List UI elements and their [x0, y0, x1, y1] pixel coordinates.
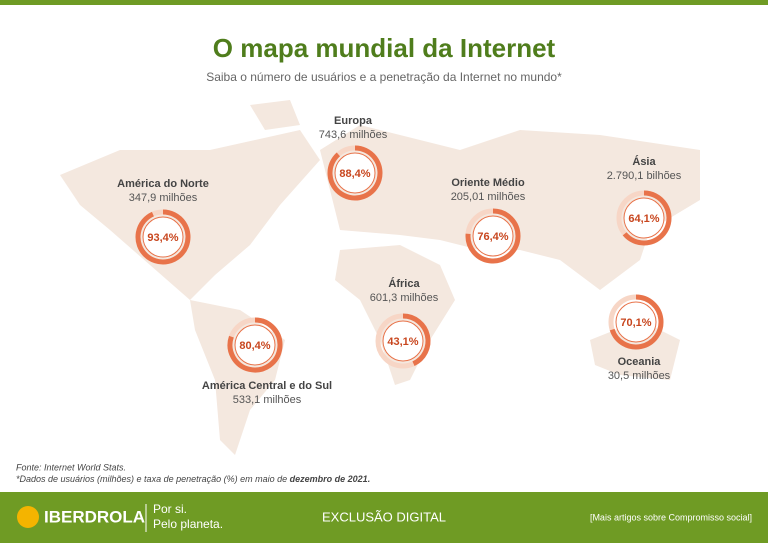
donut-inner — [142, 216, 184, 258]
penetration-label: 88,4% — [339, 168, 370, 180]
detail-text: *Dados de usuários (milhões) e taxa de p… — [16, 474, 287, 484]
penetration-label: 64,1% — [628, 213, 659, 225]
world-map — [60, 100, 700, 455]
region-users: 30,5 milhões — [608, 370, 671, 382]
slogan-2: Pelo planeta. — [153, 517, 223, 531]
donut-arc — [402, 313, 431, 366]
donut-inner — [234, 324, 276, 366]
region-users: 205,01 milhões — [451, 191, 526, 203]
more-link[interactable]: [Mais artigos sobre Compromisso social] — [590, 512, 752, 522]
region-name: América Central e do Sul — [202, 380, 332, 392]
region-name: Europa — [334, 115, 373, 127]
brand: IBERDROLA — [44, 507, 145, 526]
region-name: Ásia — [632, 155, 656, 168]
region-users: 533,1 milhões — [233, 394, 302, 406]
donut-inner — [623, 197, 665, 239]
region-users: 601,3 milhões — [370, 292, 439, 304]
donut-inner — [334, 152, 376, 194]
source-note: Fonte: Internet World Stats. — [16, 462, 126, 472]
brand-logo — [17, 506, 39, 528]
penetration-label: 43,1% — [387, 336, 418, 348]
donut-arc — [327, 145, 383, 201]
footer — [0, 492, 768, 543]
penetration-label: 80,4% — [239, 340, 270, 352]
donut-arc — [135, 209, 191, 265]
region-name: Oceania — [618, 356, 662, 368]
donut-arc — [609, 294, 664, 350]
penetration-label: 70,1% — [620, 317, 651, 329]
detail-note: *Dados de usuários (milhões) e taxa de p… — [16, 474, 370, 484]
donut-inner — [472, 215, 514, 257]
donut-inner — [382, 320, 424, 362]
donut-arc — [622, 190, 672, 246]
title: O mapa mundial da Internet — [213, 33, 556, 63]
region-name: África — [388, 277, 420, 290]
slogan-1: Por si. — [153, 502, 187, 516]
region-users: 2.790,1 bilhões — [607, 170, 682, 182]
detail-bold: dezembro de 2021. — [290, 474, 371, 484]
penetration-label: 76,4% — [477, 231, 508, 243]
donut-arc — [465, 208, 521, 264]
section: EXCLUSÃO DIGITAL — [322, 509, 446, 524]
region-users: 743,6 milhões — [319, 129, 388, 141]
top-bar — [0, 0, 768, 5]
region-name: Oriente Médio — [451, 177, 525, 189]
donut-arc — [227, 317, 283, 373]
regions: 93,4% América do Norte 347,9 milhões 88,4% E… — [117, 115, 682, 406]
region-users: 347,9 milhões — [129, 192, 198, 204]
donut-inner — [615, 301, 657, 343]
penetration-label: 93,4% — [147, 232, 178, 244]
region-name: América do Norte — [117, 178, 209, 190]
subtitle: Saiba o número de usuários e a penetraçã… — [206, 70, 562, 84]
